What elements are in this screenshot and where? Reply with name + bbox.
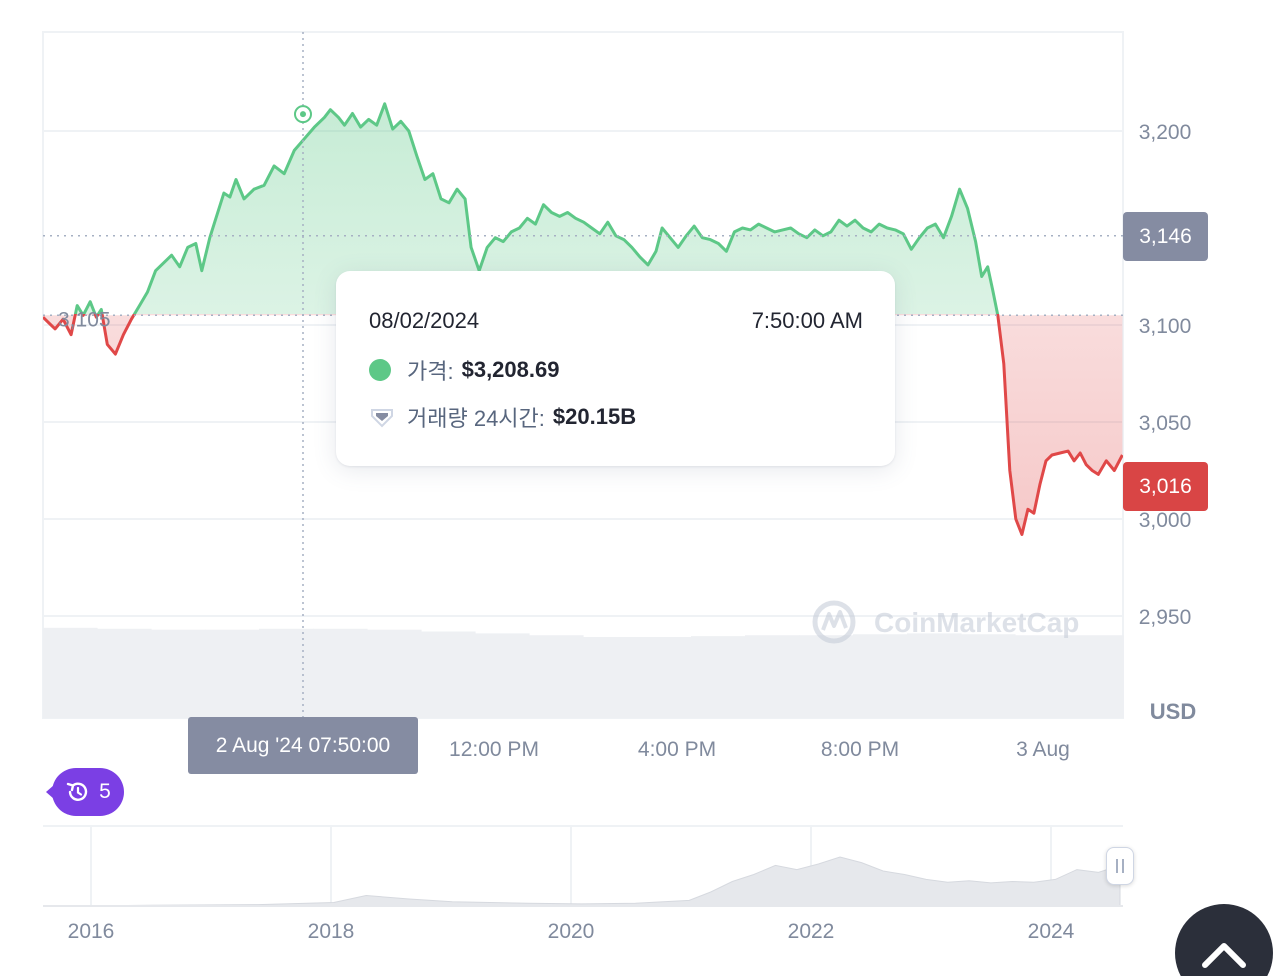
tooltip-volume-label: 거래량 24시간: [407, 406, 545, 431]
y-tick-label: 3,000 [1139, 509, 1192, 532]
navigator-tick-label: 2018 [308, 920, 355, 943]
volume-bar [853, 634, 908, 718]
x-axis: 12:00 PM 4:00 PM 8:00 PM 3 Aug [449, 738, 1070, 761]
volume-bar [583, 637, 638, 718]
coinmarketcap-logo-icon [812, 600, 856, 644]
tooltip-date: 08/02/2024 [369, 308, 480, 333]
volume-bar [691, 636, 746, 718]
baseline-label: 3,105 [58, 308, 111, 331]
volume-bar [745, 635, 800, 718]
chart-tooltip: 08/02/2024 7:50:00 AM 가격: $3,208.69 거래량 … [336, 271, 895, 466]
y-tick-label: 3,050 [1139, 412, 1192, 435]
price-area-down [43, 314, 1123, 535]
volume-bar [43, 627, 98, 718]
time-navigator[interactable]: 2016 2018 2020 2022 2024 [42, 825, 1123, 943]
x-tick-label: 3 Aug [1016, 738, 1070, 761]
navigator-area [42, 856, 1121, 907]
tooltip-volume-row: 거래량 24시간: $20.15B [369, 402, 636, 432]
history-count: 5 [99, 780, 111, 803]
volume-bar [205, 629, 260, 718]
watermark-text: CoinMarketCap [874, 607, 1079, 638]
navigator-tick-label: 2016 [68, 920, 115, 943]
x-tick-label: 12:00 PM [449, 738, 539, 761]
volume-bar [259, 628, 314, 718]
volume-bar [367, 629, 422, 718]
navigator-tick-label: 2020 [548, 920, 595, 943]
price-area [43, 103, 1123, 535]
y-tick-label: 3,100 [1139, 315, 1192, 338]
x-tick-label: 8:00 PM [821, 738, 899, 761]
volume-bar [475, 633, 530, 718]
y-tick-label: 2,950 [1139, 606, 1192, 629]
price-line [43, 102, 1123, 536]
history-icon [66, 782, 88, 801]
volume-bar [529, 635, 584, 718]
price-line-up [73, 102, 1000, 314]
volume-bar [961, 634, 1016, 718]
y-axis: 2,950 3,000 3,050 3,100 3,200 [1139, 121, 1192, 629]
hover-marker-dot [300, 111, 306, 118]
shield-icon [371, 409, 393, 428]
price-area-up [75, 103, 998, 314]
volume-bar [313, 628, 368, 718]
volume-bar [907, 633, 962, 718]
navigator-x-axis: 2016 2018 2020 2022 2024 [68, 920, 1075, 943]
current-price-badge: 3,146 [1123, 212, 1208, 261]
tooltip-price-label: 가격: [407, 359, 454, 384]
volume-bar [151, 629, 206, 718]
volume-bar [637, 637, 692, 718]
x-tick-label: 4:00 PM [638, 738, 716, 761]
crosshair-time-badge: 2 Aug '24 07:50:00 [188, 717, 418, 774]
history-button[interactable]: 5 [46, 768, 124, 816]
tooltip-volume-value: $20.15B [552, 404, 637, 429]
last-price-badge: 3,016 [1123, 462, 1208, 511]
hover-marker [294, 105, 312, 124]
volume-bar [799, 635, 854, 718]
volume-bar [97, 628, 152, 718]
navigator-handle[interactable] [1106, 847, 1134, 885]
price-dot-icon [369, 359, 391, 381]
chevron-up-icon [1202, 943, 1246, 968]
scroll-to-top-button[interactable] [1175, 904, 1273, 976]
volume-bar [421, 631, 476, 718]
tooltip-price-value: $3,208.69 [461, 357, 560, 382]
navigator-tick-label: 2022 [788, 920, 835, 943]
y-axis-unit: USD [1150, 699, 1196, 724]
volume-bar [1069, 635, 1124, 718]
navigator-tick-label: 2024 [1028, 920, 1075, 943]
y-tick-label: 3,200 [1139, 121, 1192, 144]
tooltip-time: 7:50:00 AM [751, 308, 863, 333]
volume-bar [1015, 635, 1070, 718]
coinmarketcap-watermark: CoinMarketCap [812, 600, 1079, 644]
tooltip-price-row: 가격: $3,208.69 [369, 355, 559, 385]
volume-bars [43, 627, 1124, 718]
